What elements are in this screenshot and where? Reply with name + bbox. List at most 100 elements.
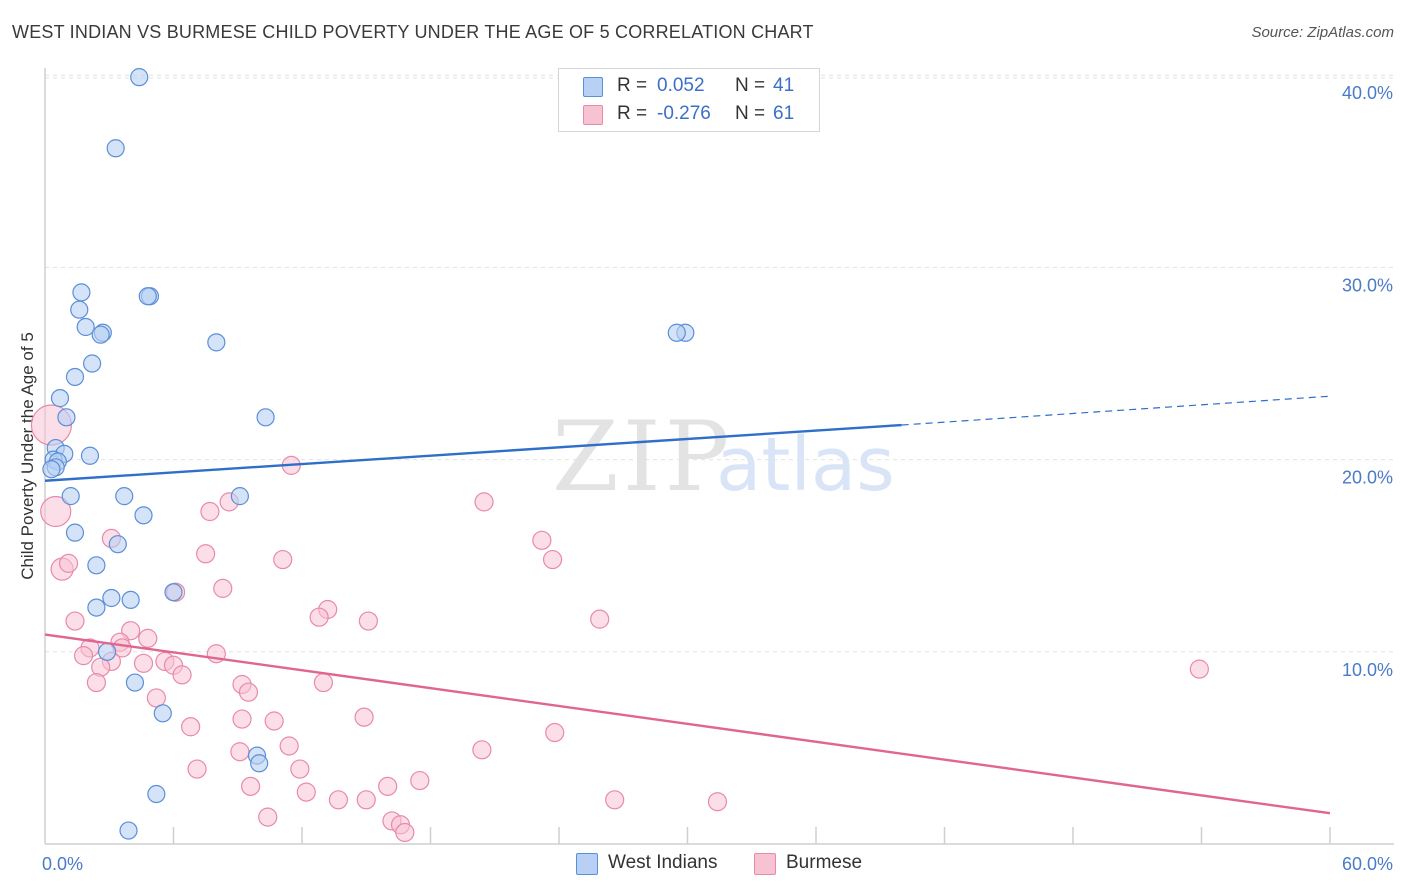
burmese-trend-line xyxy=(44,633,1331,815)
legend-swatch-burmese xyxy=(583,105,603,125)
burmese-point xyxy=(296,782,316,802)
burmese-point xyxy=(65,611,85,631)
west-indian-point xyxy=(61,487,80,506)
west-indian-point xyxy=(256,408,275,427)
burmese-point xyxy=(230,742,250,762)
burmese-point xyxy=(395,822,415,843)
west-indian-points xyxy=(42,68,695,840)
west-indian-point xyxy=(57,408,76,427)
y-tick-label: 40.0% xyxy=(1342,83,1393,103)
west-indian-point xyxy=(70,300,89,319)
axes xyxy=(44,68,1394,845)
burmese-point xyxy=(181,717,201,737)
legend-n-value: 61 xyxy=(773,103,795,124)
watermark: ZIP atlas xyxy=(552,401,895,513)
legend-r-value: -0.276 xyxy=(657,103,711,124)
legend-n-label: N = xyxy=(735,75,766,96)
burmese-point xyxy=(590,609,610,629)
burmese-point xyxy=(86,672,107,693)
burmese-point xyxy=(200,501,220,522)
burmese-point xyxy=(138,628,158,648)
legend-swatch-west-indians xyxy=(583,77,603,97)
west-indian-point xyxy=(106,139,125,158)
west-indian-point xyxy=(119,821,138,840)
legend-r-label: R = xyxy=(617,103,648,124)
legend-n-value: 41 xyxy=(773,75,795,96)
burmese-point xyxy=(58,553,79,573)
west-indian-point xyxy=(147,784,166,804)
source-credit: Source: ZipAtlas.com xyxy=(1251,24,1394,41)
grid-lines xyxy=(45,74,1394,653)
burmese-point xyxy=(605,790,625,810)
y-tick-label: 20.0% xyxy=(1342,468,1393,488)
burmese-point xyxy=(410,770,430,791)
burmese-point xyxy=(238,682,259,702)
west-indian-point xyxy=(134,506,153,525)
watermark-zip: ZIP xyxy=(552,401,733,513)
y-axis-label: Child Poverty Under the Age of 5 xyxy=(18,332,37,580)
burmese-point xyxy=(545,722,565,743)
bottom-legend-label-burmese: Burmese xyxy=(786,852,863,873)
burmese-point xyxy=(133,653,154,673)
x-tick-marks xyxy=(172,827,1331,844)
burmese-point xyxy=(356,790,376,810)
legend-r-label: R = xyxy=(617,75,648,96)
burmese-point xyxy=(273,549,293,570)
west-indian-point xyxy=(91,325,110,344)
burmese-point xyxy=(309,607,329,627)
y-tick-labels: 10.0% 20.0% 30.0% 40.0% xyxy=(1342,83,1393,680)
burmese-point xyxy=(532,530,552,550)
west-indian-point xyxy=(87,598,106,617)
west-indian-point xyxy=(153,704,172,723)
burmese-point xyxy=(40,495,72,528)
west-indian-point xyxy=(125,673,145,692)
west-indian-point xyxy=(42,460,61,479)
burmese-point xyxy=(707,792,728,812)
burmese-point xyxy=(187,759,207,779)
legend-r-value: 0.052 xyxy=(657,75,705,96)
burmese-point xyxy=(73,646,94,666)
west-indian-trend-extension xyxy=(901,395,1331,426)
burmese-point xyxy=(232,709,252,729)
burmese-point xyxy=(279,736,299,756)
burmese-point xyxy=(354,707,374,727)
x-tick-label: 0.0% xyxy=(42,854,83,874)
west-indian-point xyxy=(108,535,127,554)
correlation-legend: R = 0.052 N = 41 R = -0.276 N = 61 xyxy=(558,68,820,132)
west-indian-point xyxy=(250,754,269,773)
burmese-point xyxy=(378,776,398,796)
y-tick-label: 10.0% xyxy=(1342,660,1393,680)
burmese-point xyxy=(213,578,233,598)
west-indian-point xyxy=(98,642,117,661)
legend-n-label: N = xyxy=(735,103,766,124)
trend-lines xyxy=(44,395,1331,815)
west-indian-point xyxy=(65,367,85,387)
burmese-points xyxy=(30,404,1209,843)
burmese-point xyxy=(1189,659,1209,679)
west-indian-point xyxy=(230,487,249,506)
bottom-legend-swatch-burmese xyxy=(754,853,776,875)
west-indian-point xyxy=(80,446,100,465)
west-indian-point xyxy=(121,590,140,610)
bottom-legend-label-west-indians: West Indians xyxy=(608,852,718,873)
x-tick-label: 60.0% xyxy=(1342,854,1393,874)
burmese-point xyxy=(241,776,261,796)
west-indian-point xyxy=(72,283,91,302)
west-indian-trend-line xyxy=(44,423,902,482)
y-tick-label: 30.0% xyxy=(1342,275,1393,295)
west-indian-point xyxy=(65,523,85,542)
west-indian-point xyxy=(102,588,121,608)
burmese-point xyxy=(472,740,492,760)
west-indian-point xyxy=(138,287,157,306)
burmese-point xyxy=(196,544,216,564)
burmese-point xyxy=(172,665,192,685)
west-indian-point xyxy=(87,556,106,575)
burmese-point xyxy=(474,492,494,512)
west-indian-point xyxy=(164,583,183,602)
west-indian-point xyxy=(207,333,226,352)
west-indian-point xyxy=(50,389,70,408)
burmese-point xyxy=(313,672,334,693)
burmese-point xyxy=(290,759,310,779)
west-indian-point xyxy=(667,323,686,342)
